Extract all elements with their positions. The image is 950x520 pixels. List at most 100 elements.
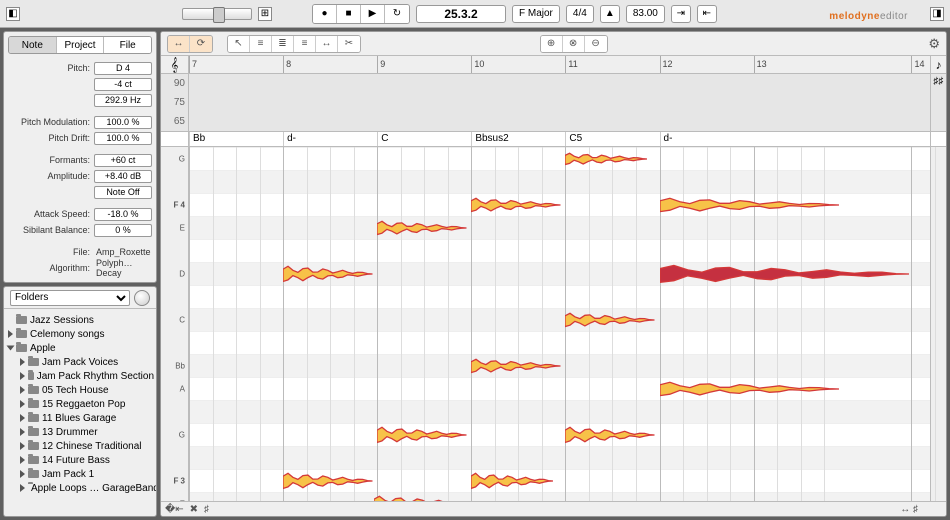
bar-tick: 11	[565, 56, 577, 73]
stop-button[interactable]: ■	[337, 5, 361, 23]
attack-field[interactable]: -18.0 %	[94, 208, 152, 221]
footer-icon-b[interactable]: ✖	[190, 504, 198, 515]
folder-item[interactable]: 14 Future Bass	[6, 453, 154, 467]
tool-timing-icon[interactable]: ↔	[316, 36, 338, 52]
tool-formant-icon[interactable]: ≣	[272, 36, 294, 52]
note-inspector-panel: Note Project File Pitch: D 4 -4 ct 292.9 …	[3, 31, 157, 283]
tool-scroll-icon[interactable]: ↔	[168, 36, 190, 52]
bar-tick: 9	[377, 56, 385, 73]
footer-icon-d[interactable]: ↔ ♯	[900, 504, 918, 515]
formants-field[interactable]: +60 ct	[94, 154, 152, 167]
bar-tick: 8	[283, 56, 291, 73]
timesig-display[interactable]: 4/4	[566, 5, 594, 23]
note-blob[interactable]	[660, 264, 910, 284]
volume-knob[interactable]	[134, 290, 150, 306]
note-blob[interactable]	[565, 310, 655, 330]
folder-item[interactable]: 05 Tech House	[6, 383, 154, 397]
folder-item[interactable]: Jam Pack Rhythm Section	[6, 369, 154, 383]
time-ruler[interactable]: 𝄞 7891011121314 ♪	[161, 56, 946, 74]
folder-item[interactable]: 11 Blues Garage	[6, 411, 154, 425]
folder-item[interactable]: Apple	[6, 341, 154, 355]
chord-cell[interactable]: C5	[565, 132, 585, 146]
note-blob[interactable]	[374, 494, 471, 501]
note-blob[interactable]	[471, 471, 553, 491]
loop-button[interactable]: ↻	[385, 5, 409, 23]
tool-pitch-icon[interactable]: ≡	[250, 36, 272, 52]
freq-field[interactable]: 292.9 Hz	[94, 94, 152, 107]
view-a-icon[interactable]: ⊕	[541, 36, 563, 52]
file-label: File:	[73, 247, 90, 257]
metronome-icon[interactable]: ▲	[600, 5, 620, 23]
folder-item[interactable]: Jam Pack Voices	[6, 355, 154, 369]
noteoff-button[interactable]: Note Off	[94, 186, 152, 199]
ruler-end-icon[interactable]: ♪	[930, 56, 946, 73]
clef-icon: 𝄞	[161, 56, 189, 73]
folder-item[interactable]: Celemony songs	[6, 327, 154, 341]
record-button[interactable]: ●	[313, 5, 337, 23]
pitch-field[interactable]: D 4	[94, 62, 152, 75]
tab-project[interactable]: Project	[57, 37, 105, 53]
chord-cell[interactable]: d-	[283, 132, 299, 146]
play-button[interactable]: ▶	[361, 5, 385, 23]
zoom-slider[interactable]	[182, 8, 252, 20]
bar-tick: 13	[754, 56, 767, 73]
folder-tree: Jazz SessionsCelemony songsAppleJam Pack…	[4, 309, 156, 499]
pitchdrift-label: Pitch Drift:	[48, 133, 90, 143]
gear-icon[interactable]: ⚙	[928, 36, 940, 52]
footer-icon-a[interactable]: �⇤	[165, 504, 184, 515]
view-b-icon[interactable]: ⊗	[563, 36, 585, 52]
view-c-icon[interactable]: ⊖	[585, 36, 607, 52]
editor-toolbar: ↔ ⟳ ↖ ≡ ≣ ≡ ↔ ✂ ⊕ ⊗ ⊖ ⚙	[161, 32, 946, 56]
folder-item[interactable]: Jazz Sessions	[6, 313, 154, 327]
tool-amplitude-icon[interactable]: ≡	[294, 36, 316, 52]
note-blob[interactable]	[283, 264, 373, 284]
folders-select[interactable]: Folders	[10, 290, 130, 306]
sibilant-label: Sibilant Balance:	[23, 225, 90, 235]
folder-item[interactable]: 13 Drummer	[6, 425, 154, 439]
chord-cell[interactable]: d-	[660, 132, 676, 146]
folders-panel: Folders Jazz SessionsCelemony songsApple…	[3, 286, 157, 517]
pitchdrift-field[interactable]: 100.0 %	[94, 132, 152, 145]
tempo-display[interactable]: 83.00	[626, 5, 665, 23]
note-blob[interactable]	[471, 195, 561, 215]
note-blob[interactable]	[660, 195, 839, 215]
tab-note[interactable]: Note	[9, 37, 57, 53]
toggle-right-icon[interactable]: ◨	[930, 7, 944, 21]
folder-item[interactable]: Apple Loops … GarageBand	[6, 481, 154, 495]
overview-lane[interactable]: 907565 ♯♯	[161, 74, 946, 132]
pitch-label: Pitch:	[67, 63, 90, 73]
tool-pointer-icon[interactable]: ↖	[228, 36, 250, 52]
toggle-left-icon[interactable]: ◧	[6, 7, 20, 21]
tab-file[interactable]: File	[104, 37, 151, 53]
chord-cell[interactable]: C	[377, 132, 391, 146]
note-blob[interactable]	[565, 425, 655, 445]
chord-cell[interactable]: Bbsus2	[471, 132, 511, 146]
footer-icon-c[interactable]: ♯	[204, 504, 209, 515]
note-blob[interactable]	[660, 379, 839, 399]
note-editor[interactable]: GF 4EDCBbAGF 3ED	[161, 147, 946, 501]
chord-track[interactable]: Bb d- C Bbsus2 C5 d-	[161, 132, 946, 147]
folder-item[interactable]: Jam Pack 1	[6, 467, 154, 481]
snap-b-icon[interactable]: ⇤	[697, 5, 717, 23]
transport-controls: ● ■ ▶ ↻	[312, 4, 410, 24]
cents-field[interactable]: -4 ct	[94, 78, 152, 91]
zoom-grid-icon[interactable]: ⊞	[258, 7, 272, 21]
note-blob[interactable]	[565, 149, 647, 169]
amplitude-field[interactable]: +8.40 dB	[94, 170, 152, 183]
tool-separation-icon[interactable]: ✂	[338, 36, 360, 52]
algo-label: Algorithm:	[49, 263, 90, 273]
sibilant-field[interactable]: 0 %	[94, 224, 152, 237]
chord-cell[interactable]: Bb	[189, 132, 208, 146]
note-blob[interactable]	[377, 425, 467, 445]
pitchmod-field[interactable]: 100.0 %	[94, 116, 152, 129]
folder-item[interactable]: 12 Chinese Traditional	[6, 439, 154, 453]
note-blob[interactable]	[471, 356, 561, 376]
snap-a-icon[interactable]: ⇥	[671, 5, 691, 23]
tool-autoscroll-icon[interactable]: ⟳	[190, 36, 212, 52]
note-blob[interactable]	[283, 471, 373, 491]
note-blob[interactable]	[377, 218, 467, 238]
overview-end-icon[interactable]: ♯♯	[930, 74, 946, 131]
folder-item[interactable]: 15 Reggaeton Pop	[6, 397, 154, 411]
key-display[interactable]: F Major	[512, 5, 560, 23]
position-display[interactable]: 25.3.2	[416, 5, 506, 23]
